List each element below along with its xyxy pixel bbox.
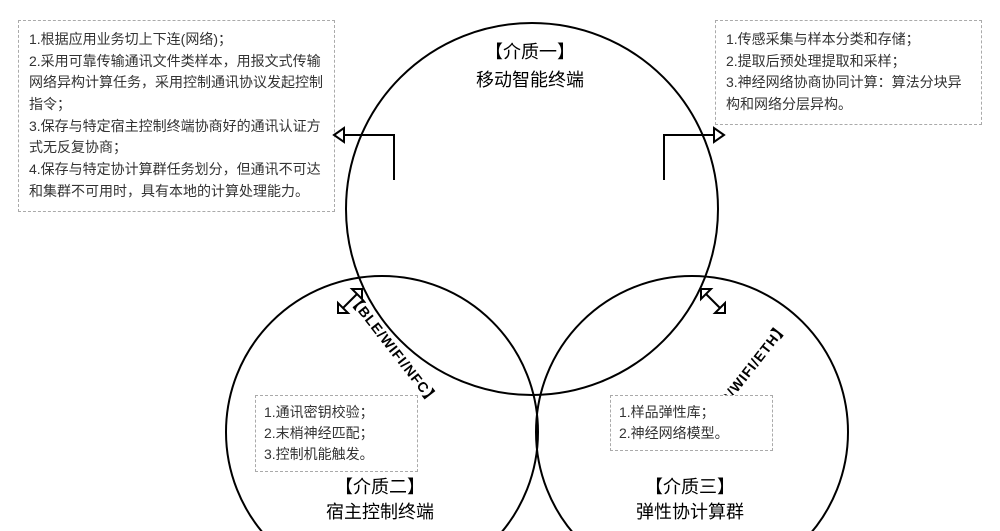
diagram-stage: 1.根据应用业务切上下连(网络)； 2.采用可靠传输通讯文件类样本，用报文式传输… — [0, 0, 1000, 531]
panel-left-item-2: 2.末梢神经匹配； — [264, 423, 409, 444]
block-nnnc-label: NNNC — [576, 192, 638, 215]
right-circle-title-block: 【介质三】 弹性协计算群 — [535, 475, 845, 525]
left-circle-title: 宿主控制终端 — [225, 500, 535, 525]
description-box-left: 1.根据应用业务切上下连(网络)； 2.采用可靠传输通讯文件类样本，用报文式传输… — [18, 20, 335, 212]
panel-host-terminal: 1.通讯密钥校验； 2.末梢神经匹配； 3.控制机能触发。 — [255, 395, 418, 472]
right-circle-bracket: 【介质三】 — [535, 475, 845, 500]
block-wnio-label: WNIO — [425, 192, 483, 215]
left-item-1: 1.根据应用业务切上下连(网络)； — [29, 29, 324, 51]
right-item-1: 1.传感采集与样本分类和存储； — [726, 29, 971, 51]
left-circle-title-block: 【介质二】 宿主控制终端 — [225, 475, 535, 525]
top-circle-bracket: 【介质一】 — [345, 40, 715, 65]
block-nnnc: NNNC — [548, 175, 666, 231]
panel-left-item-1: 1.通讯密钥校验； — [264, 402, 409, 423]
panel-right-item-2: 2.神经网络模型。 — [619, 423, 764, 444]
left-item-2: 2.采用可靠传输通讯文件类样本，用报文式传输网络异构计算任务，采用控制通讯协议发… — [29, 51, 324, 116]
top-circle-title: 移动智能终端 — [345, 66, 715, 92]
left-circle-bracket: 【介质二】 — [225, 475, 535, 500]
panel-left-item-3: 3.控制机能触发。 — [264, 444, 409, 465]
panel-elastic-cluster: 1.样品弹性库； 2.神经网络模型。 — [610, 395, 773, 451]
left-item-4: 4.保存与特定协计算群任务划分，但通讯不可达和集群不可用时，具有本地的计算处理能… — [29, 159, 324, 202]
right-circle-title: 弹性协计算群 — [535, 500, 845, 525]
description-box-right: 1.传感采集与样本分类和存储； 2.提取后预处理提取和采样； 3.神经网络协商协… — [715, 20, 982, 125]
left-item-3: 3.保存与特定宿主控制终端协商好的通讯认证方式无反复协商； — [29, 116, 324, 159]
right-item-3: 3.神经网络协商协同计算：算法分块异构和网络分层异构。 — [726, 72, 971, 115]
block-wnio: WNIO — [395, 175, 513, 231]
panel-right-item-1: 1.样品弹性库； — [619, 402, 764, 423]
right-item-2: 2.提取后预处理提取和采样； — [726, 51, 971, 73]
